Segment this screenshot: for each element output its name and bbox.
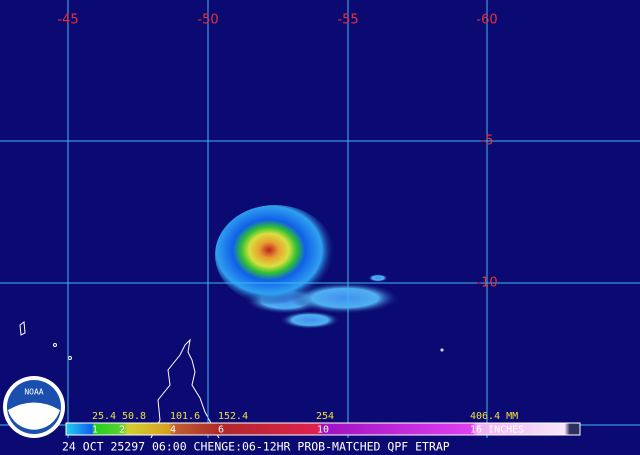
legend-mm-label: 50.8 [122,411,146,422]
caption-strip [0,438,640,455]
legend-mm-label: 152.4 [218,411,248,422]
latitude-label: -10 [476,276,497,291]
legend-mm-label: 25.4 [92,411,116,422]
rain-area [280,311,340,329]
legend-inch-label: 10 [317,425,329,436]
noaa-logo: NOAA [3,376,65,438]
longitude-label: -45 [57,13,78,28]
caption: 24 OCT 25297 06:00 CHENGE:06-12HR PROB-M… [62,440,450,454]
legend-mm-label: 101.6 [170,411,200,422]
rain-area [368,274,388,282]
logo-text: NOAA [24,388,43,397]
longitude-label: -55 [337,13,358,28]
rain-core [215,205,335,305]
legend-mm-label: 254 [316,411,334,422]
legend-inch-label: 16 INCHES [470,425,524,436]
longitude-label: -50 [197,13,218,28]
logo-gull [8,402,60,430]
legend-inch-label: 6 [218,425,224,436]
legend-mm-label: 406.4 MM [470,411,518,422]
longitude-label: -60 [476,13,497,28]
color-bar [65,422,581,436]
latitude-label: -5 [481,134,494,149]
legend-inch-label: 4 [170,425,176,436]
legend-inch-label: 2 [119,425,125,436]
legend-inch-label: 1 [92,425,98,436]
